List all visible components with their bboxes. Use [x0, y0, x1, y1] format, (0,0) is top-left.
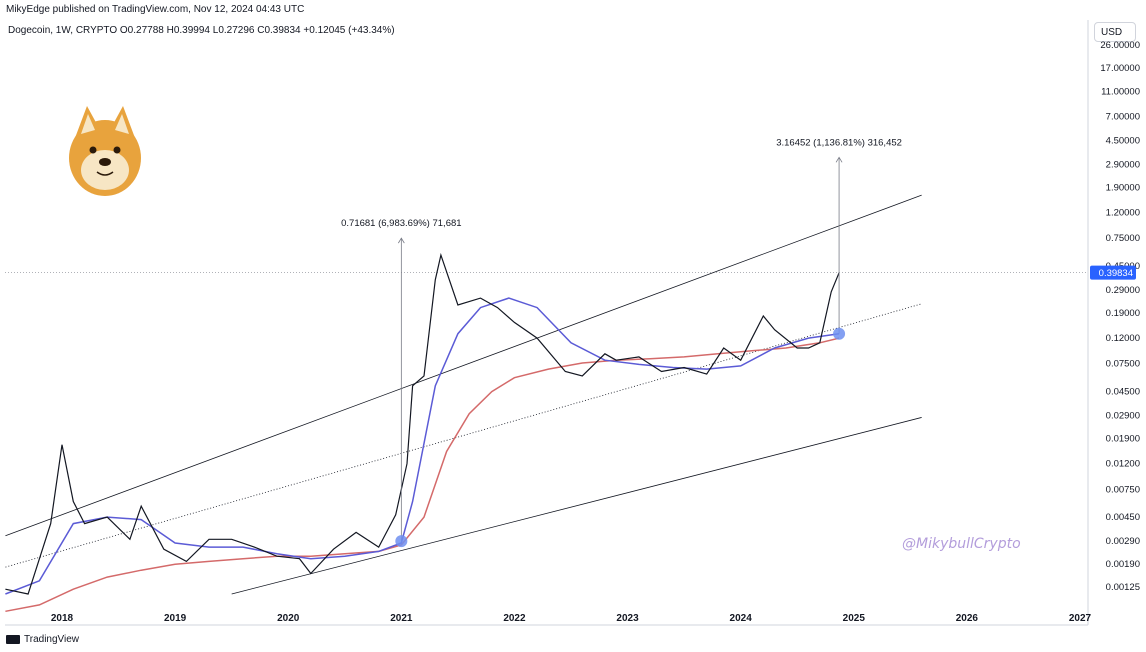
symbol-legend: Dogecoin, 1W, CRYPTO O0.27788 H0.39994 L… [8, 25, 395, 36]
price-line [5, 252, 840, 595]
channel-lower-line [231, 417, 922, 595]
channel-upper-line [5, 194, 922, 537]
plot-area: 0.71681 (6,983.69%) 71,681 3.16452 (1,136… [5, 137, 1088, 613]
y-tick-label: 0.00750 [1106, 484, 1140, 495]
x-tick-label: 2025 [843, 613, 866, 624]
measure-label-0: 0.71681 (6,983.69%) 71,681 [341, 218, 461, 229]
x-tick-label: 2026 [956, 613, 979, 624]
measure-label-1: 3.16452 (1,136.81%) 316,452 [776, 137, 902, 148]
y-tick-label: 7.00000 [1106, 111, 1140, 122]
y-tick-label: 0.02900 [1106, 411, 1140, 422]
watermark-text: @MikybullCrypto [902, 536, 1021, 552]
x-tick-label: 2027 [1069, 613, 1092, 624]
x-tick-label: 2023 [616, 613, 639, 624]
y-tick-label: 17.00000 [1100, 63, 1140, 74]
y-tick-label: 0.75000 [1106, 233, 1140, 244]
x-tick-label: 2022 [503, 613, 526, 624]
publisher-line: MikyEdge published on TradingView.com, N… [6, 4, 305, 15]
signal-marker-0 [395, 535, 408, 548]
current-price-badge [1090, 265, 1136, 280]
y-tick-label: 2.90000 [1106, 159, 1140, 170]
y-tick-label: 11.00000 [1101, 87, 1140, 98]
y-tick-label: 1.90000 [1106, 182, 1140, 193]
y-tick-label: 0.00450 [1106, 512, 1140, 523]
measure-arrowhead-0 [397, 237, 405, 244]
y-tick-label: 0.07500 [1106, 359, 1140, 370]
y-axis: 26.00000 17.00000 11.00000 7.00000 4.50000 2.… [1087, 20, 1140, 625]
y-tick-label: 0.00190 [1106, 559, 1140, 570]
y-tick-label: 0.12000 [1106, 333, 1140, 344]
ma-slow-line [5, 337, 840, 613]
x-tick-label: 2019 [164, 613, 187, 624]
x-tick-label: 2021 [390, 613, 413, 624]
current-price-label: 0.39834 [1099, 268, 1133, 279]
tradingview-logo-text: TradingView [24, 634, 80, 645]
x-tick-label: 2024 [730, 613, 753, 624]
y-tick-label: 0.19000 [1106, 308, 1140, 319]
tradingview-logo: TradingView [6, 634, 79, 645]
channel-middle-line [5, 303, 922, 568]
y-tick-label: 4.50000 [1106, 135, 1140, 146]
y-tick-label: 0.29000 [1106, 285, 1140, 296]
currency-button[interactable]: USD [1094, 22, 1136, 42]
y-tick-label: 0.04500 [1106, 387, 1140, 398]
y-tick-label: 0.01200 [1106, 459, 1140, 470]
y-tick-label: 0.00125 [1106, 582, 1140, 593]
doge-shiba-icon [69, 106, 141, 196]
y-tick-label: 0.01900 [1106, 434, 1140, 445]
x-tick-label: 2020 [277, 613, 300, 624]
signal-marker-1 [833, 327, 846, 340]
measure-arrowhead-1 [835, 156, 843, 163]
y-tick-label: 26.00000 [1100, 40, 1140, 51]
x-axis: 2018 2019 2020 2021 2022 2023 2024 2025 2026 2027 [5, 613, 1092, 626]
y-tick-label: 1.20000 [1106, 208, 1140, 219]
y-tick-label: 0.00290 [1106, 536, 1140, 547]
tradingview-icon [6, 634, 20, 644]
x-tick-label: 2018 [51, 613, 74, 624]
ma-fast-line [5, 297, 840, 595]
